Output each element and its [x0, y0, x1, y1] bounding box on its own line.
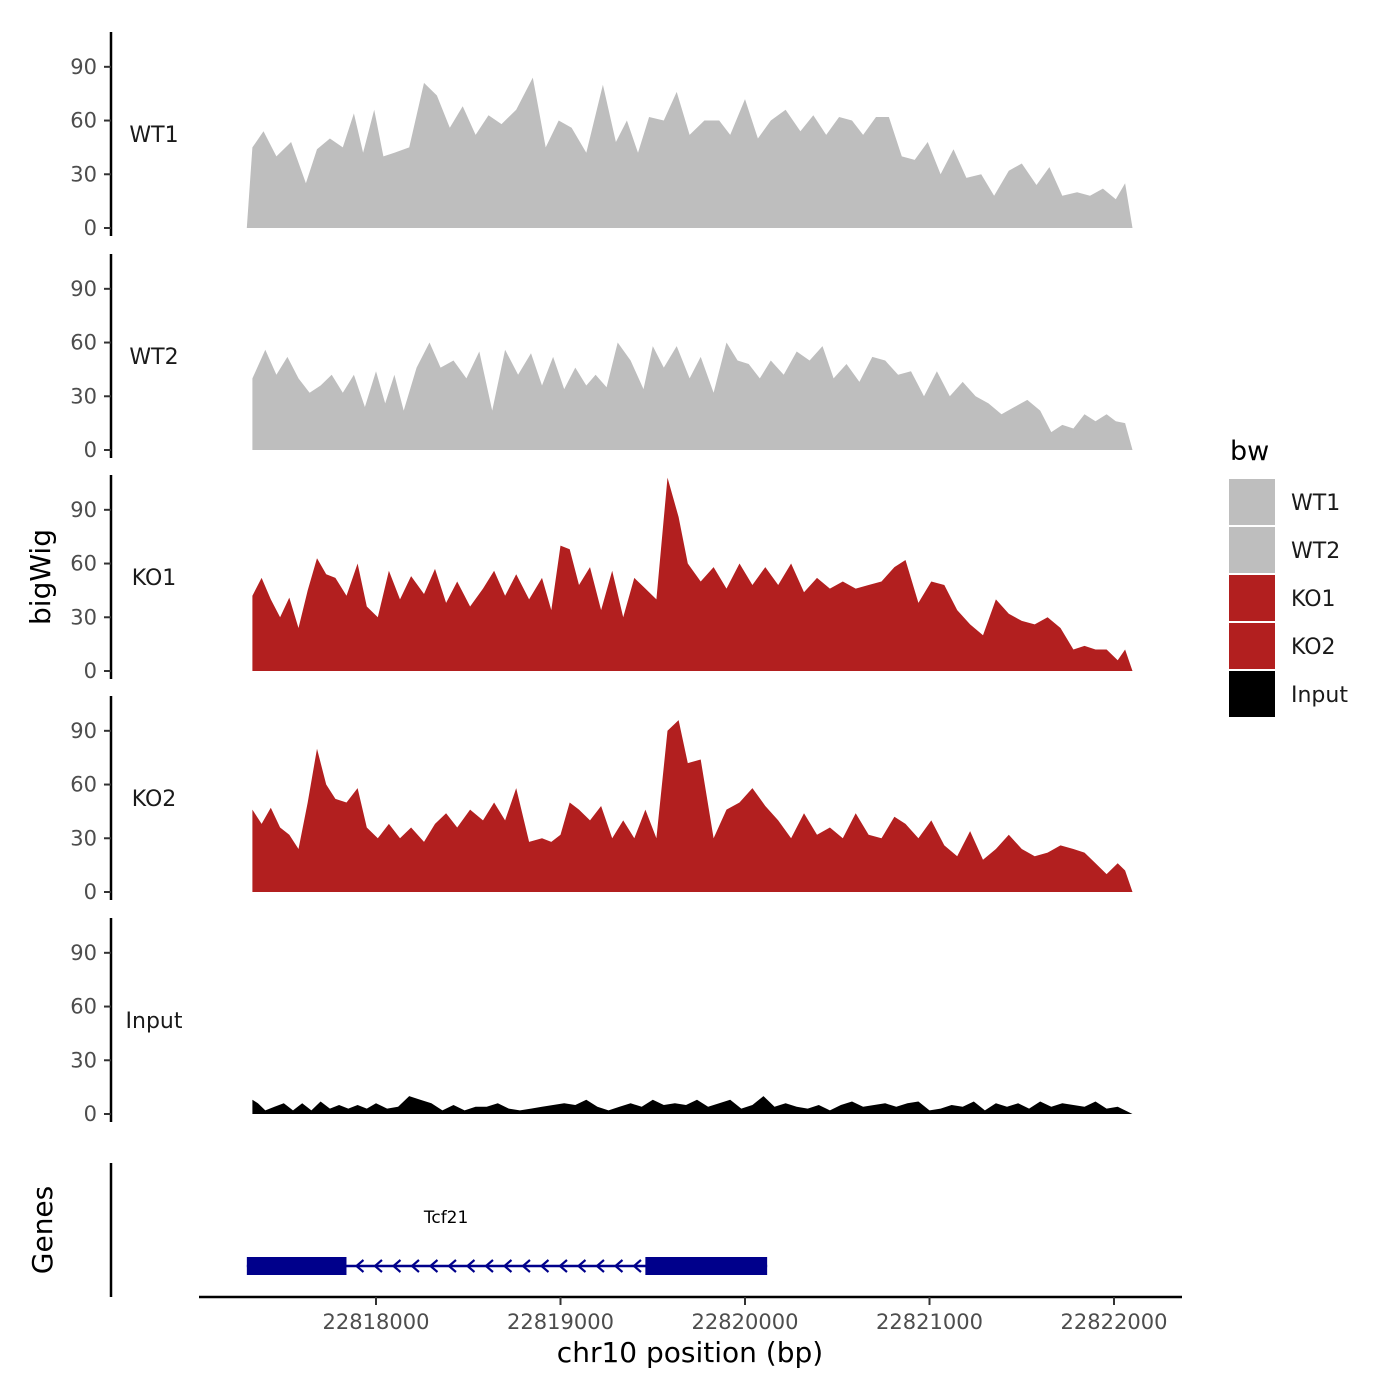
strand-arrow [502, 1259, 513, 1273]
track-area-ko1 [252, 477, 1133, 671]
x-ticks: 22818000 22819000 22820000 22821000 22822000 [323, 1297, 1168, 1334]
legend-label: KO1 [1291, 587, 1336, 612]
track-label: WT1 [129, 123, 178, 148]
strand-arrow [632, 1259, 642, 1273]
y-tick-label: 30 [70, 826, 97, 850]
y-axis-title: bigWig [24, 529, 57, 625]
y-tick-label: 90 [70, 277, 97, 301]
strand-arrow [576, 1259, 587, 1273]
track-area-wt1 [246, 77, 1133, 228]
legend-key-wt1 [1229, 479, 1275, 525]
legend-title: bw [1230, 436, 1269, 467]
track-wt1: 0 30 60 90 WT1 [70, 32, 1133, 240]
track-label: KO1 [132, 566, 177, 591]
strand-arrow [447, 1259, 457, 1273]
track-area-input [252, 1096, 1133, 1114]
y-tick-label: 30 [70, 384, 97, 408]
strand-arrow [391, 1259, 402, 1273]
y-tick-label: 90 [70, 941, 97, 965]
legend-label: WT1 [1291, 491, 1340, 516]
y-tick-label: 60 [70, 995, 97, 1019]
x-tick-label: 22819000 [507, 1310, 614, 1334]
strand-arrow [613, 1259, 624, 1273]
legend: bw WT1 WT2 KO1 KO2 Input [1229, 436, 1348, 717]
y-tick-label: 60 [70, 552, 97, 576]
x-tick-label: 22822000 [1061, 1310, 1168, 1334]
signal-tracks: 0 30 60 90 WT1 0 30 60 90 WT2 0 30 60 90 KO1 0 30 60 90 KO2… [70, 32, 1133, 1126]
strand-arrow [354, 1259, 365, 1273]
strand-arrow [521, 1259, 531, 1273]
y-tick-label: 0 [84, 880, 97, 904]
y-tick-label: 0 [84, 438, 97, 462]
legend-label: Input [1291, 683, 1348, 708]
legend-key-ko1 [1229, 575, 1275, 621]
y-tick-label: 60 [70, 773, 97, 797]
track-area-wt2 [252, 342, 1133, 450]
x-tick-label: 22821000 [876, 1310, 983, 1334]
x-tick-label: 22818000 [323, 1310, 430, 1334]
gene-track-label: Genes [26, 1186, 59, 1274]
strand-arrow [595, 1259, 605, 1273]
strand-arrow [465, 1259, 476, 1273]
x-axis: 22818000 22819000 22820000 22821000 22822000… [199, 1295, 1182, 1369]
y-tick-label: 0 [84, 216, 97, 240]
track-ko2: 0 30 60 90 KO2 [70, 696, 1133, 904]
track-label: Input [126, 1009, 183, 1034]
legend-items: WT1 WT2 KO1 KO2 Input [1229, 479, 1348, 717]
track-area-ko2 [252, 720, 1133, 892]
track-label: KO2 [132, 787, 177, 812]
y-tick-label: 90 [70, 55, 97, 79]
track-input: 0 30 60 90 Input [70, 918, 1133, 1126]
y-tick-label: 90 [70, 719, 97, 743]
y-tick-label: 60 [70, 331, 97, 355]
strand-arrow [428, 1259, 439, 1273]
legend-key-ko2 [1229, 623, 1275, 669]
strand-arrow [558, 1259, 568, 1273]
y-tick-label: 30 [70, 162, 97, 186]
legend-label: WT2 [1291, 539, 1340, 564]
y-tick-label: 30 [70, 1048, 97, 1072]
gene-exon [645, 1257, 768, 1275]
gene-name-label: Tcf21 [423, 1208, 468, 1228]
x-axis-title: chr10 position (bp) [557, 1336, 823, 1369]
gene-model [246, 1257, 768, 1275]
strand-arrow [484, 1259, 494, 1273]
legend-key-input [1229, 671, 1275, 717]
strand-arrow [539, 1259, 550, 1273]
y-tick-label: 60 [70, 109, 97, 133]
strand-arrow [373, 1259, 383, 1273]
y-tick-label: 30 [70, 605, 97, 629]
track-ko1: 0 30 60 90 KO1 [70, 475, 1133, 683]
track-wt2: 0 30 60 90 WT2 [70, 254, 1133, 462]
gene-track-panel: Genes Tcf21 [26, 1163, 768, 1297]
y-tick-label: 0 [84, 659, 97, 683]
y-tick-label: 90 [70, 498, 97, 522]
x-tick-label: 22820000 [692, 1310, 799, 1334]
legend-key-wt2 [1229, 527, 1275, 573]
strand-arrow [410, 1259, 420, 1273]
track-label: WT2 [129, 345, 178, 370]
gene-exon [246, 1257, 347, 1275]
legend-label: KO2 [1291, 635, 1336, 660]
y-tick-label: 0 [84, 1102, 97, 1126]
